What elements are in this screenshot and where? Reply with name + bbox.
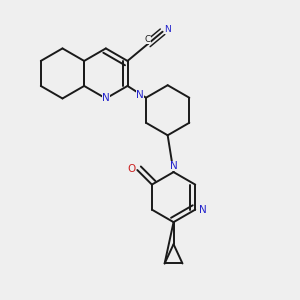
Text: N: N	[170, 160, 177, 171]
Text: N: N	[164, 25, 171, 34]
Text: C: C	[145, 35, 151, 44]
Text: N: N	[199, 205, 206, 214]
Text: O: O	[127, 164, 136, 174]
Text: N: N	[102, 94, 110, 103]
Text: N: N	[136, 90, 144, 100]
